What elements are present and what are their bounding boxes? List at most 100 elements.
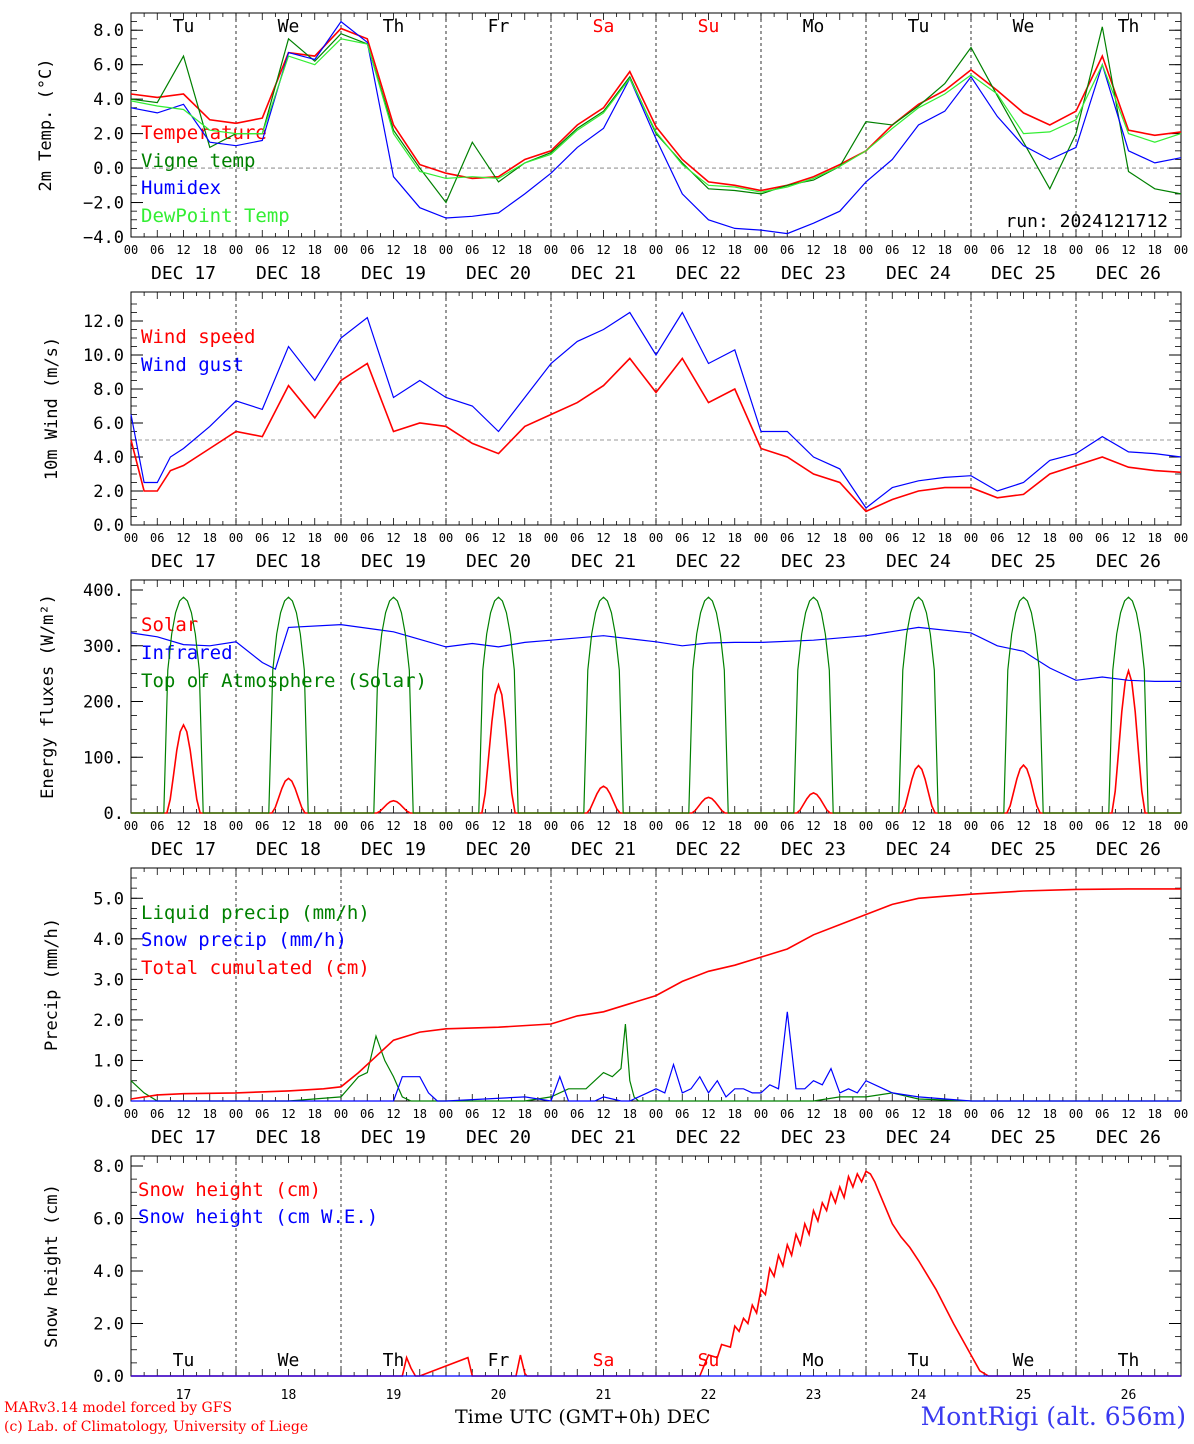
hour-tick-label: 18 [203,243,217,257]
hour-tick-label: 06 [150,819,164,833]
date-label: DEC 19 [361,551,426,572]
date-label: DEC 18 [256,839,321,860]
y-tick-label: 2.0 [93,125,124,145]
hour-tick-label: 00 [124,243,138,257]
date-label: DEC 24 [886,551,951,572]
hour-tick-label: 18 [1043,819,1057,833]
hour-tick-label: 18 [833,531,847,545]
hour-tick-label: 12 [1016,531,1030,545]
hour-tick-label: 06 [1095,531,1109,545]
panel-5: 8.0 6.0 4.0 2.0 0.0 Snow height (cm) 17 18 19 20 2… [42,1155,1182,1403]
series-line-wind-speed [130,356,1182,513]
hour-tick-label: 12 [1016,1107,1030,1121]
hour-tick-label: 06 [570,819,584,833]
y-tick-label: 400. [83,581,124,601]
date-label: DEC 17 [151,839,216,860]
run-label: run: 2024121712 [1005,211,1168,232]
hour-tick-label: 00 [649,819,663,833]
legend-entry: Liquid precip (mm/h) [141,902,370,924]
series-line-total-cumulated-cm [130,888,1181,1100]
date-label: DEC 17 [151,551,216,572]
weekday-label: Tu [908,1350,930,1371]
date-label: DEC 22 [676,839,741,860]
hour-tick-label: 00 [859,531,873,545]
hour-tick-label: 12 [1016,243,1030,257]
date-label: DEC 18 [256,263,321,284]
hour-tick-label: 00 [229,819,243,833]
hour-tick-label: 00 [754,243,768,257]
y-tick-label: 5.0 [93,889,124,909]
hour-tick-label: 06 [360,531,374,545]
date-label: DEC 22 [676,263,741,284]
legend-entry: Humidex [141,177,221,199]
legend-entry: Infrared [141,642,233,664]
hour-tick-label: 00 [439,819,453,833]
hour-tick-label: 00 [754,819,768,833]
hour-tick-label: 00 [229,531,243,545]
weekday-label: Tu [173,1350,195,1371]
hour-tick-label: 06 [360,243,374,257]
hour-tick-label: 12 [596,243,610,257]
hour-tick-label: 00 [754,531,768,545]
hour-tick-label: 12 [386,243,400,257]
day-number-label: 25 [1016,1388,1032,1403]
hour-tick-label: 18 [623,1107,637,1121]
hour-tick-label: 18 [308,531,322,545]
weekday-label: Mo [803,1350,825,1371]
hour-tick-label: 00 [964,531,978,545]
day-number-label: 17 [176,1388,192,1403]
hour-tick-label: 18 [938,819,952,833]
hour-tick-label: 06 [360,819,374,833]
weekday-label: We [278,16,300,37]
date-label: DEC 20 [466,839,531,860]
hour-tick-label: 00 [124,1107,138,1121]
date-label: DEC 24 [886,263,951,284]
hour-tick-label: 06 [780,819,794,833]
hour-tick-label: 12 [281,819,295,833]
hour-tick-label: 00 [964,819,978,833]
date-label: DEC 26 [1096,551,1161,572]
hour-tick-label: 18 [1148,243,1162,257]
y-tick-label: 0.0 [93,516,124,536]
hour-tick-label: 00 [124,531,138,545]
hour-tick-label: 12 [596,819,610,833]
hour-tick-label: 06 [885,243,899,257]
day-number-label: 22 [701,1388,717,1403]
hour-tick-label: 06 [990,1107,1004,1121]
hour-tick-label: 00 [544,1107,558,1121]
day-number-label: 20 [491,1388,507,1403]
hour-tick-label: 18 [938,1107,952,1121]
hour-tick-label: 12 [911,819,925,833]
hour-tick-label: 00 [334,243,348,257]
hour-tick-label: 06 [570,243,584,257]
y-tick-label: 0. [104,804,124,824]
x-axis-title: Time UTC (GMT+0h) DEC [455,1406,711,1428]
hour-tick-label: 12 [1121,1107,1135,1121]
y-tick-label: 1.0 [93,1051,124,1071]
hour-tick-label: 18 [833,819,847,833]
hour-tick-label: 18 [623,819,637,833]
day-number-label: 23 [806,1388,822,1403]
y-tick-label: 0.0 [93,1367,124,1387]
y-tick-label: 4.0 [93,1262,124,1282]
date-label: DEC 23 [781,551,846,572]
hour-tick-label: 18 [518,243,532,257]
hour-tick-label: 06 [150,243,164,257]
series-line-snow-precip-mm-h [131,1011,1181,1102]
y-tick-label: 4.0 [93,930,124,950]
hour-tick-label: 18 [623,531,637,545]
day-number-label: 24 [911,1388,927,1403]
hour-tick-label: 18 [203,819,217,833]
y-tick-label: 8.0 [93,380,124,400]
hour-tick-label: 18 [728,1107,742,1121]
hour-tick-label: 00 [334,531,348,545]
hour-tick-label: 18 [413,243,427,257]
hour-tick-label: 18 [1148,1107,1162,1121]
day-number-label: 21 [596,1388,612,1403]
hour-tick-label: 12 [806,531,820,545]
hour-tick-label: 12 [176,243,190,257]
hour-tick-label: 06 [990,531,1004,545]
series-line-humidex [130,20,1182,235]
hour-tick-label: 12 [176,531,190,545]
